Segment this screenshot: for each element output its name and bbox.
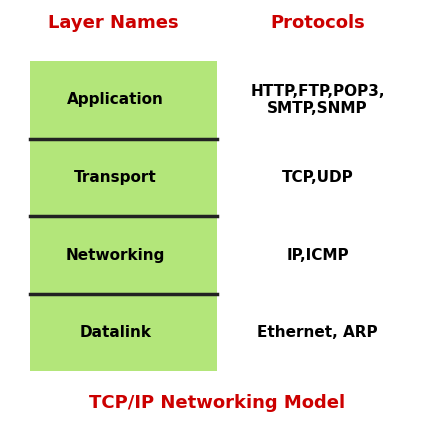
Text: Application: Application (67, 92, 163, 108)
Text: IP,ICMP: IP,ICMP (286, 248, 348, 262)
Text: Ethernet, ARP: Ethernet, ARP (256, 325, 377, 340)
Text: Layer Names: Layer Names (48, 14, 178, 32)
Text: Transport: Transport (74, 170, 156, 185)
Text: Networking: Networking (66, 248, 164, 262)
Text: TCP/IP Networking Model: TCP/IP Networking Model (89, 394, 345, 412)
Text: HTTP,FTP,POP3,
SMTP,SNMP: HTTP,FTP,POP3, SMTP,SNMP (250, 84, 384, 116)
Text: Datalink: Datalink (79, 325, 151, 340)
Text: Protocols: Protocols (270, 14, 364, 32)
Text: TCP,UDP: TCP,UDP (281, 170, 352, 185)
Bar (30, 61, 217, 371)
